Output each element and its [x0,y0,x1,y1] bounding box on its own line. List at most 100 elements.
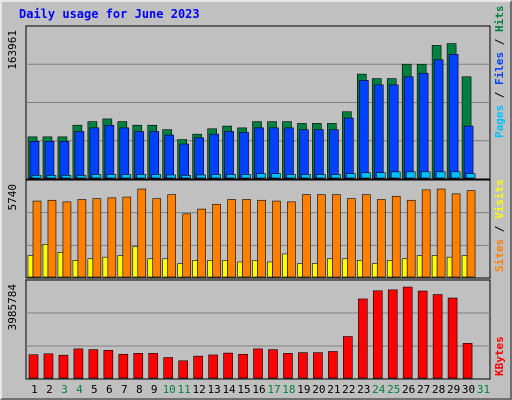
kbytes-bar [447,297,458,379]
sites-bar [62,201,72,278]
files-bar [89,127,100,179]
pages-bar [181,175,191,179]
x-tick-label: 22 [342,383,355,396]
pages-bar [196,174,206,179]
bars-kbytes [28,286,473,379]
kbytes-bar [178,360,188,379]
kbytes-bar [28,354,39,379]
sites-bar [451,193,461,278]
files-bar [119,127,130,179]
sites-bar [332,194,341,278]
files-bar [224,131,234,179]
visits-bar [177,263,183,278]
files-bar [448,54,459,179]
files-bar [179,143,189,179]
visits-bar [192,260,198,278]
x-tick-label: 13 [207,383,220,396]
kbytes-bar [73,348,84,379]
visits-bar [401,258,408,278]
x-tick-label: 29 [447,383,460,396]
pages-bar [405,171,416,179]
sites-bar [242,199,251,278]
x-tick-label: 1 [31,383,38,396]
files-bar [403,76,414,179]
pages-bar [241,174,251,179]
kbytes-bar [43,353,54,379]
files-bar [209,133,219,179]
pages-bar [465,173,476,179]
legend-entry: Hits [493,6,506,33]
sites-bar [376,199,386,278]
sites-bar [107,197,117,278]
pages-bar [375,172,386,179]
visits-bar [147,258,154,278]
pages-bar [166,174,177,179]
pages-bar [121,174,132,179]
legend-kbytes-panel: KBytes [493,336,506,376]
x-tick-label: 28 [432,383,445,396]
x-tick-label: 19 [297,383,310,396]
x-tick-label: 15 [237,383,250,396]
kbytes-bar [253,348,263,379]
x-tick-label: 31 [477,383,490,396]
visits-bar [237,261,243,278]
files-bar [254,127,264,179]
bars-visits [27,188,476,278]
files-bar [373,84,384,179]
pages-bar [271,173,281,179]
pages-bar [226,174,236,179]
chart-title: Daily usage for June 2023 [19,7,200,21]
kbytes-bar [357,298,368,379]
sites-bar [92,198,102,278]
sites-bar [272,200,281,278]
sites-bar [47,199,57,278]
visits-bar [27,255,34,278]
pages-bar [76,175,87,179]
kbytes-bar [103,350,114,379]
files-bar [418,72,429,179]
visits-bar [252,260,258,278]
visits-bar [446,256,453,278]
visits-bar [222,260,228,278]
kbytes-bar [283,353,293,379]
x-tick-label: 17 [267,383,280,396]
pages-bar [91,174,102,179]
x-tick-label: 16 [252,383,265,396]
kbytes-bar [462,343,473,379]
kbytes-bar [88,349,99,379]
sites-bar [361,194,371,278]
files-bar [388,84,399,179]
files-bar [104,124,115,179]
kbytes-bar [118,353,129,379]
kbytes-bar [328,351,338,379]
visits-bar [416,255,423,278]
kbytes-bar [193,355,203,379]
sites-bar [77,199,87,278]
sites-bar [182,213,191,278]
files-bar [59,141,70,179]
sites-bar [317,194,326,278]
visits-bar [207,260,213,278]
files-bar [299,129,309,179]
sites-bar [287,201,296,278]
pages-bar [211,174,221,179]
files-bar [314,129,324,179]
kbytes-bar [313,352,323,379]
x-tick-label: 3 [61,383,68,396]
sites-bar [167,194,177,278]
sites-bar [391,195,401,278]
x-tick-label: 11 [178,383,191,396]
sites-bar [32,200,42,278]
legend-separator: / [493,219,506,239]
files-bar [44,141,55,179]
legend-entry: Visits [493,179,506,219]
x-tick-label: 4 [76,383,83,396]
kbytes-bar [223,352,233,379]
visits-bar [297,263,303,278]
files-bar [269,127,279,179]
kbytes-bar [268,349,278,379]
visits-bar [282,253,288,278]
kbytes-bar [208,354,218,379]
bars-hits [27,43,476,179]
